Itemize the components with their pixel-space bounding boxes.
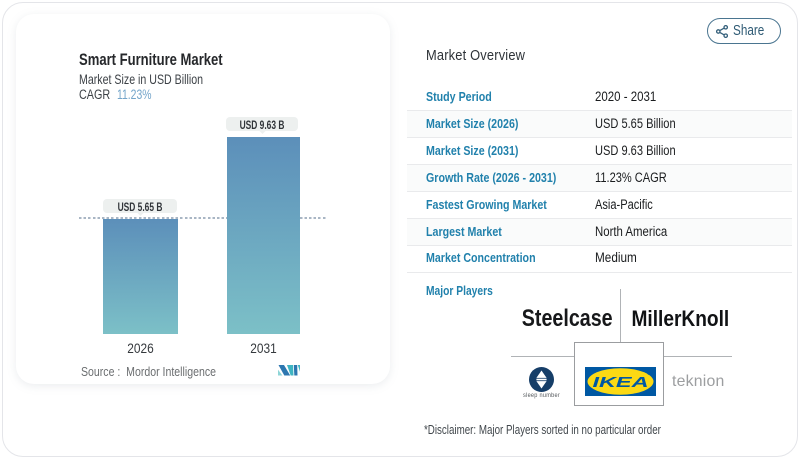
svg-text:IKEA: IKEA bbox=[593, 374, 649, 391]
svg-text:®: ® bbox=[647, 370, 651, 377]
